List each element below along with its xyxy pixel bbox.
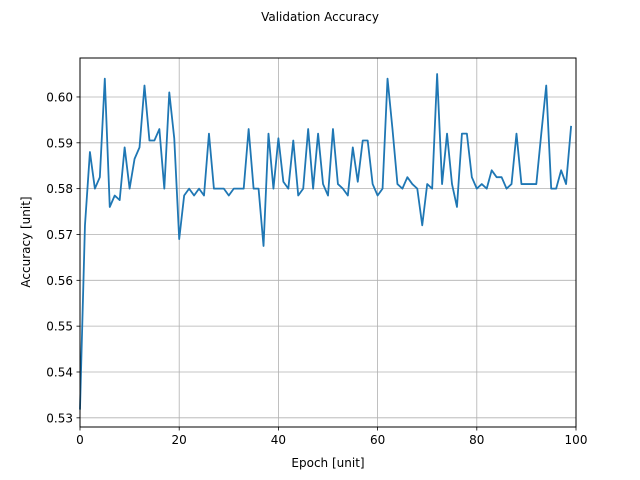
x-axis: 0 20 40 60 80 100 bbox=[76, 427, 587, 447]
y-tick-label: 0.58 bbox=[46, 182, 73, 196]
x-tick-label: 60 bbox=[370, 433, 385, 447]
y-axis: 0.53 0.54 0.55 0.56 0.57 0.58 0.59 0.60 bbox=[46, 90, 80, 425]
y-axis-label: Accuracy [unit] bbox=[19, 196, 33, 287]
series-line bbox=[79, 73, 573, 410]
y-tick-label: 0.55 bbox=[46, 320, 73, 334]
plot-area-frame bbox=[79, 57, 577, 428]
x-tick-label: 80 bbox=[469, 433, 484, 447]
series-layer bbox=[79, 73, 573, 410]
y-tick-label: 0.57 bbox=[46, 228, 73, 242]
y-tick-label: 0.53 bbox=[46, 411, 73, 425]
y-tick-label: 0.56 bbox=[46, 274, 73, 288]
x-tick-label: 100 bbox=[565, 433, 588, 447]
y-tick-label: 0.54 bbox=[46, 365, 73, 379]
y-tick-label: 0.60 bbox=[46, 90, 73, 104]
y-tick-label: 0.59 bbox=[46, 136, 73, 150]
x-tick-label: 40 bbox=[271, 433, 286, 447]
x-tick-label: 20 bbox=[172, 433, 187, 447]
x-axis-label: Epoch [unit] bbox=[291, 456, 364, 470]
x-tick-label: 0 bbox=[76, 433, 84, 447]
chart-title: Validation Accuracy bbox=[261, 10, 379, 24]
